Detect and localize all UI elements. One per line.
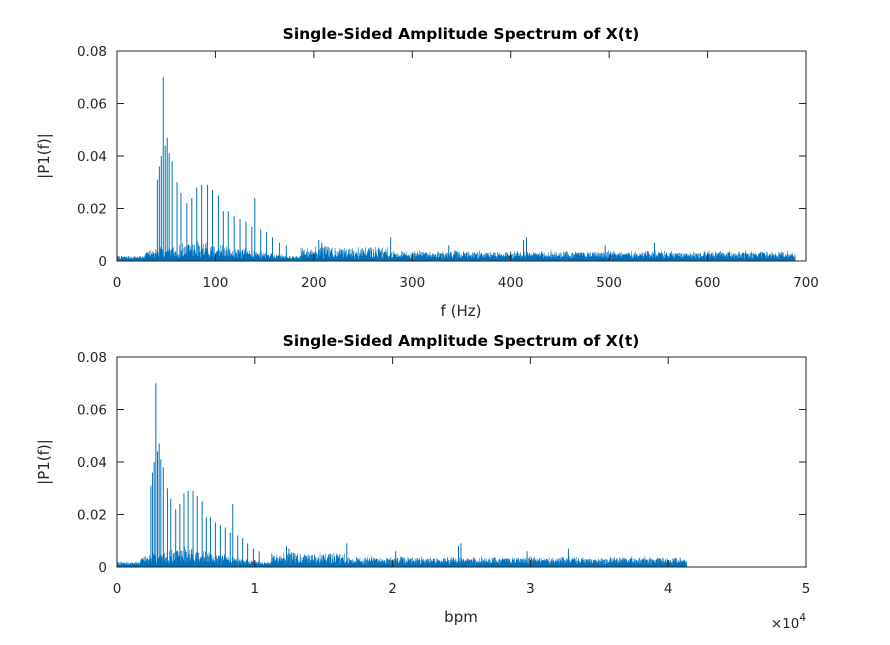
subplot-bottom: Single-Sided Amplitude Spectrum of X(t) … xyxy=(35,332,810,632)
y-tick-label: 0.08 xyxy=(77,44,107,60)
x-tick-label: 100 xyxy=(203,275,229,291)
x-tick-label: 300 xyxy=(399,275,425,291)
x-tick-label: 700 xyxy=(793,275,819,291)
y-tick-label: 0.02 xyxy=(77,508,107,524)
spectrum-series xyxy=(116,383,687,567)
y-tick-label: 0.04 xyxy=(77,455,107,471)
y-axis-label: |P1(f)| xyxy=(35,439,53,485)
y-tick-label: 0.02 xyxy=(77,202,107,218)
x-tick-label: 600 xyxy=(695,275,721,291)
x-tick-label: 0 xyxy=(113,275,122,291)
chart-title: Single-Sided Amplitude Spectrum of X(t) xyxy=(283,332,640,350)
y-tick-label: 0.04 xyxy=(77,149,107,165)
x-tick-label: 2 xyxy=(388,581,397,597)
x-tick-label: 4 xyxy=(664,581,673,597)
x-tick-label: 0 xyxy=(113,581,122,597)
chart-title: Single-Sided Amplitude Spectrum of X(t) xyxy=(283,25,640,43)
y-tick-label: 0 xyxy=(98,560,107,576)
y-axis-ticks: 0 0.02 0.04 0.06 0.08 xyxy=(77,350,806,576)
x-axis-ticks: 0 1 2 3 4 5 xyxy=(113,357,811,597)
x-tick-label: 5 xyxy=(802,581,811,597)
x-axis-label: bpm xyxy=(444,608,478,626)
y-tick-label: 0.08 xyxy=(77,350,107,366)
y-axis-ticks: 0 0.02 0.04 0.06 0.08 xyxy=(77,44,806,270)
subplot-top: Single-Sided Amplitude Spectrum of X(t) … xyxy=(35,25,819,320)
x-tick-label: 3 xyxy=(526,581,535,597)
x-tick-label: 1 xyxy=(251,581,260,597)
x-axis-label: f (Hz) xyxy=(441,302,482,320)
y-tick-label: 0.06 xyxy=(77,403,107,419)
x-tick-label: 400 xyxy=(498,275,524,291)
y-axis-label: |P1(f)| xyxy=(35,133,53,179)
x-axis-exponent-label: ×104 xyxy=(771,612,807,632)
spectrum-series xyxy=(116,77,796,261)
y-tick-label: 0.06 xyxy=(77,97,107,113)
axes-box xyxy=(116,50,807,262)
y-tick-label: 0 xyxy=(98,254,107,270)
x-axis-ticks: 0 100 200 300 400 500 600 700 xyxy=(113,51,819,291)
x-tick-label: 200 xyxy=(301,275,327,291)
x-tick-label: 500 xyxy=(596,275,622,291)
